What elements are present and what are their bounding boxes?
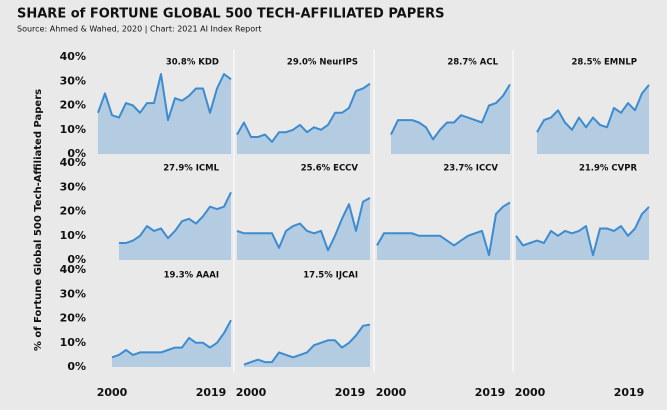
area — [516, 206, 649, 260]
area — [391, 84, 510, 154]
y-tick-label: 0% — [67, 360, 86, 373]
panel-label: 25.6% ECCV — [301, 164, 359, 174]
panel-label: 29.0% NeurIPS — [287, 58, 358, 68]
panel-label: 21.9% CVPR — [579, 164, 637, 174]
x-tick-label: 2000 — [97, 386, 128, 399]
y-tick-label: 20% — [60, 99, 86, 112]
line — [111, 319, 232, 359]
panel-label: 30.8% KDD — [166, 58, 219, 68]
y-tick-label: 10% — [60, 229, 86, 242]
y-tick-label: 30% — [60, 180, 86, 193]
x-tick-label: 2019 — [196, 386, 227, 399]
line — [236, 197, 371, 252]
panel-label: 19.3% AAAI — [164, 271, 219, 281]
area — [119, 192, 231, 260]
x-tick-label: 2019 — [614, 386, 645, 399]
x-tick-label: 2019 — [475, 386, 506, 399]
y-tick-label: 30% — [60, 287, 86, 300]
y-tick-label: 40% — [60, 50, 86, 63]
chart-subtitle: Source: Ahmed & Wahed, 2020 | Chart: 202… — [17, 25, 262, 34]
x-tick-label: 2000 — [236, 386, 267, 399]
area — [537, 84, 649, 154]
area — [237, 197, 370, 260]
line — [97, 73, 232, 122]
y-tick-label: 30% — [60, 74, 86, 87]
line — [376, 201, 511, 257]
panel-label: 27.9% ICML — [163, 164, 219, 174]
y-tick-label: 0% — [67, 147, 86, 160]
line — [236, 82, 371, 143]
panel-label: 28.7% ACL — [447, 58, 498, 68]
panel-label: 28.5% EMNLP — [572, 58, 637, 68]
line — [536, 84, 650, 133]
area — [237, 83, 370, 154]
y-tick-label: 20% — [60, 312, 86, 325]
y-tick-label: 10% — [60, 123, 86, 136]
panel-label: 23.7% ICCV — [443, 164, 498, 174]
y-tick-label: 10% — [60, 336, 86, 349]
area — [244, 324, 370, 367]
y-tick-label: 40% — [60, 156, 86, 169]
x-tick-label: 2000 — [376, 386, 407, 399]
y-tick-label: 40% — [60, 263, 86, 276]
area — [112, 320, 231, 367]
line — [515, 206, 650, 257]
area — [377, 202, 510, 260]
y-axis-label: % of Fortune Global 500 Tech-Affiliated … — [33, 89, 44, 351]
y-tick-label: 0% — [67, 253, 86, 266]
panel-label: 17.5% IJCAI — [303, 271, 358, 281]
line — [119, 191, 232, 244]
area — [98, 74, 231, 154]
chart-title: SHARE of FORTUNE GLOBAL 500 TECH-AFFILIA… — [17, 7, 445, 22]
y-tick-label: 20% — [60, 205, 86, 218]
line — [243, 323, 371, 366]
line — [390, 83, 511, 141]
x-tick-label: 2019 — [335, 386, 366, 399]
x-tick-label: 2000 — [515, 386, 546, 399]
